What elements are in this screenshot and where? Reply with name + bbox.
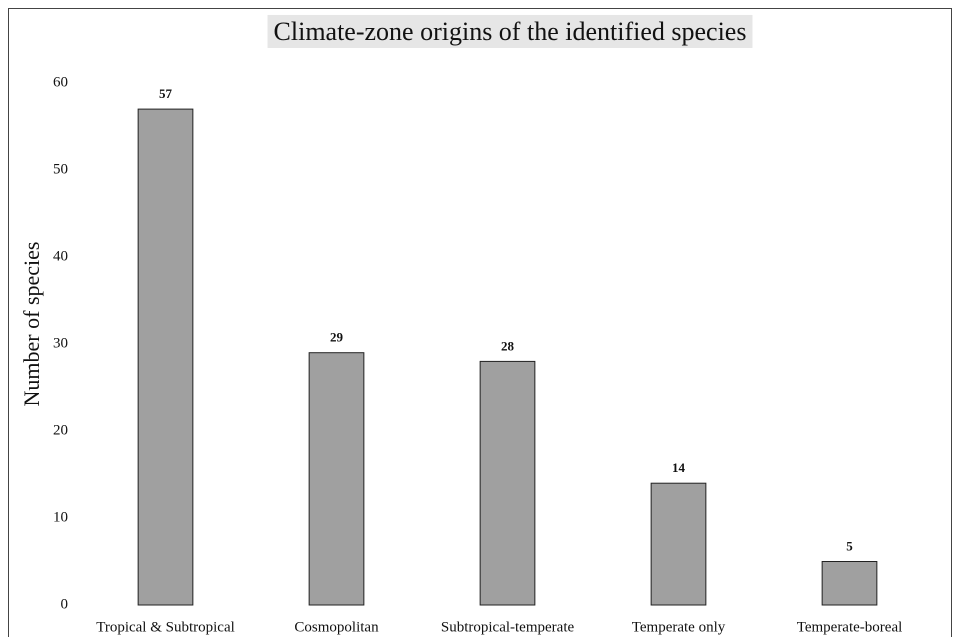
y-tick-label: 0: [61, 596, 69, 612]
bar: [137, 108, 194, 606]
y-tick-label: 20: [53, 422, 68, 438]
x-tick-label: Temperate-boreal: [797, 619, 903, 635]
y-tick-label: 10: [53, 509, 68, 525]
value-label: 5: [846, 538, 853, 553]
y-tick-label: 30: [53, 335, 68, 351]
value-label: 28: [501, 338, 515, 353]
x-tick-label: Temperate only: [632, 619, 726, 635]
y-tick-label: 40: [53, 248, 68, 264]
title-background: [267, 14, 753, 48]
chart-title: Climate-zone origins of the identified s…: [274, 17, 747, 46]
x-tick-label: Cosmopolitan: [294, 619, 379, 635]
y-axis-label: Number of species: [19, 242, 44, 407]
value-label: 29: [330, 330, 344, 345]
x-tick-label: Subtropical-temperate: [441, 619, 575, 635]
bar: [308, 352, 365, 606]
bar: [821, 561, 878, 606]
x-tick-label: Tropical & Subtropical: [96, 619, 235, 635]
y-tick-label: 60: [53, 74, 68, 90]
y-tick-label: 50: [53, 161, 68, 177]
value-label: 57: [159, 86, 173, 101]
value-label: 14: [672, 460, 686, 475]
bar: [650, 482, 707, 606]
bar: [479, 360, 536, 606]
chart-frame: [8, 8, 952, 637]
